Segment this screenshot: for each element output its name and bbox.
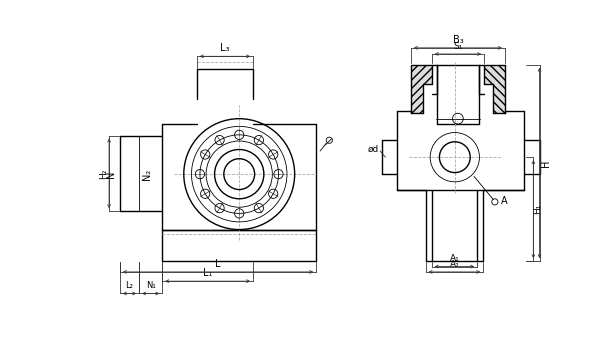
Polygon shape (484, 65, 505, 113)
Text: A₂: A₂ (449, 260, 459, 269)
Text: A₁: A₁ (449, 254, 459, 264)
Text: L₁: L₁ (203, 268, 212, 278)
Text: L: L (215, 259, 221, 269)
Text: H₁: H₁ (533, 204, 542, 214)
Text: ød: ød (368, 145, 379, 154)
Text: N₂: N₂ (142, 168, 152, 180)
Polygon shape (411, 65, 432, 113)
Text: S₁: S₁ (453, 42, 463, 51)
Text: A: A (501, 196, 508, 206)
Text: H₂: H₂ (99, 168, 108, 179)
Text: H: H (541, 159, 551, 167)
Text: L₂: L₂ (126, 281, 133, 291)
Text: B₃: B₃ (452, 35, 463, 45)
Text: L₃: L₃ (220, 43, 230, 53)
Text: N₁: N₁ (146, 281, 156, 291)
Text: N: N (106, 170, 116, 178)
